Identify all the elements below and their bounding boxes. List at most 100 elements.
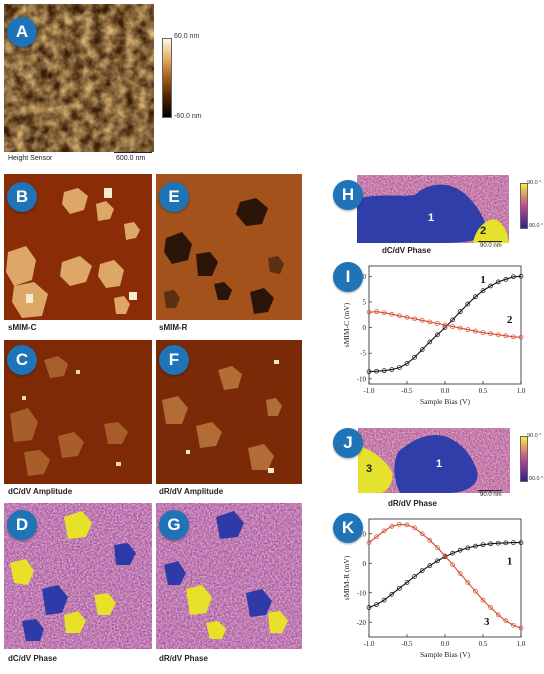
data-point [495,540,501,546]
phase-colorbar-h [520,183,528,229]
data-point [397,365,402,370]
data-point [450,550,455,556]
x-tick-label: -0.5 [401,640,413,648]
data-point [457,325,463,331]
dr-dv-phase-zoom-image [358,428,510,493]
series-annotation: 1 [480,274,486,286]
dc-dv-phase-zoom-image [357,175,509,243]
data-point [488,331,493,337]
data-point [480,330,486,336]
data-point [404,314,410,320]
series-annotation: 1 [507,556,512,568]
data-point [465,580,471,585]
chart-k: -1.0 -0.5 0.0 0.5 1.0 -20 -10 0 10 Sample Bias (V… [342,518,526,659]
caption-dc-dv-amplitude: dC/dV Amplitude [8,487,73,496]
data-point [374,602,379,607]
scale-bar-h [478,241,502,242]
x-tick-label: 0.0 [441,387,450,395]
y-tick-label: -10 [357,375,367,383]
data-point [480,288,486,293]
data-point [412,574,417,579]
phase-colorbar-j [520,436,528,482]
series-line-1 [368,542,521,609]
scale-bar-label-j: 90.0 nm [480,492,502,498]
height-colorbar [162,38,172,118]
x-tick-label: 0.0 [441,640,450,648]
scale-bar-label: 600.0 nm [116,155,146,162]
colorbar-min-label-h: -90.0 ° [527,223,544,229]
data-point [374,534,379,540]
data-point [435,558,440,564]
data-point [389,524,395,529]
data-point [419,531,425,537]
data-point [473,588,478,594]
data-point [442,322,448,328]
panel-label-f: F [159,345,189,375]
data-point [473,294,478,300]
x-tick-label: -1.0 [363,387,375,395]
data-point [503,276,509,282]
data-point [511,540,516,545]
data-point [366,369,372,375]
caption-h: dC/dV Phase [382,246,431,255]
data-point [518,625,524,631]
data-point [366,309,372,315]
series-line-1 [368,275,522,373]
data-point [457,571,463,576]
data-point [480,597,486,603]
panel-label-i: I [333,262,363,292]
data-point [381,528,387,534]
data-point [404,580,410,585]
data-point [404,522,410,528]
y-tick-label: 10 [359,530,367,538]
data-point [495,612,501,618]
data-point [503,618,509,624]
data-point [480,542,486,548]
data-point [473,328,478,334]
y-tick-label: 0 [363,324,367,332]
caption-smim-r: sMIM-R [159,323,188,332]
data-point [419,347,425,352]
data-point [427,339,433,345]
data-point [397,521,402,527]
data-point [427,563,433,568]
caption-dr-dv-amplitude: dR/dV Amplitude [159,487,224,496]
data-point [412,316,417,322]
panel-label-e: E [159,182,189,212]
data-point [465,327,471,332]
series-annotation: 2 [507,314,513,326]
region-1-label-h: 1 [428,212,435,224]
scale-bar-label-h: 90.0 nm [480,243,502,249]
data-point [465,301,471,307]
data-point [419,568,425,573]
data-point [495,279,501,285]
data-point [366,540,372,545]
data-point [435,321,440,326]
data-point [397,585,402,591]
caption-height-sensor: Height Sensor [8,155,53,162]
dc-dv-phase-image [4,503,152,649]
data-point [381,310,387,316]
y-axis-label: sMIM-C (mV) [342,302,351,347]
panel-label-j: J [333,428,363,458]
caption-j: dR/dV Phase [388,499,437,508]
colorbar-min-label-j: -90.0 ° [527,476,544,482]
data-point [404,361,410,366]
series-line-2 [368,311,522,338]
data-point [450,562,455,568]
data-point [457,309,463,315]
data-point [465,545,471,551]
data-point [473,543,478,549]
y-tick-label: -10 [357,589,367,597]
data-point [389,591,395,597]
caption-smim-c: sMIM-C [8,323,37,332]
colorbar-max-label: 60.0 nm [174,33,200,40]
data-point [450,324,455,329]
x-tick-label: 0.5 [479,387,488,395]
colorbar-max-label-j: 90.0 ° [527,433,542,439]
data-point [518,334,524,340]
data-point [435,332,440,338]
data-point [412,354,417,360]
data-point [450,317,455,323]
series-line-3 [368,523,522,629]
